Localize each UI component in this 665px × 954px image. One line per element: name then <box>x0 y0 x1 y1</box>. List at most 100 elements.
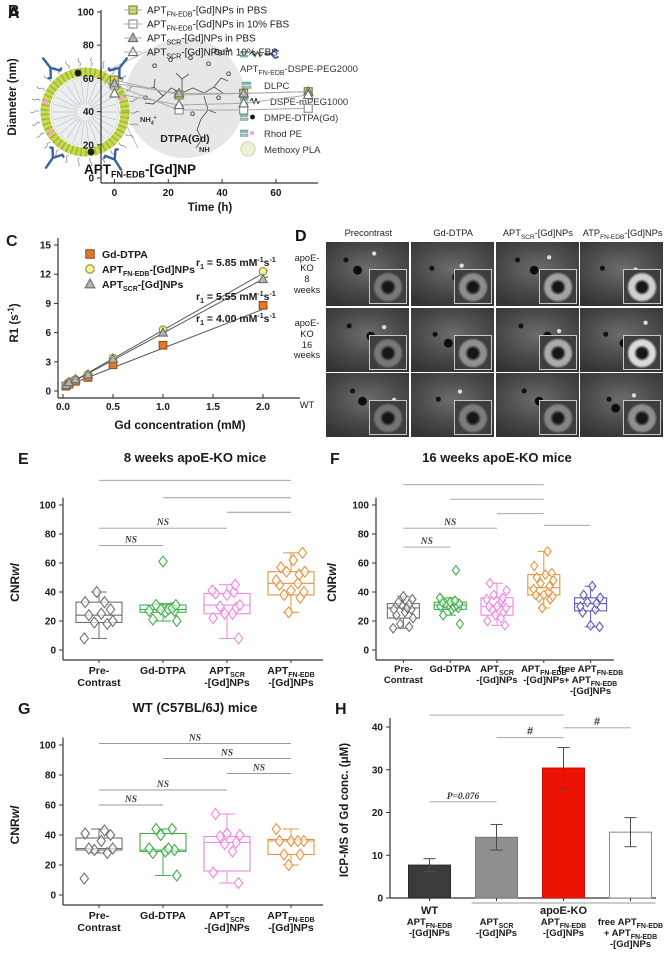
data-point <box>404 621 414 633</box>
data-point <box>151 598 161 612</box>
significance-label: NS <box>124 536 137 546</box>
mri-image-cell <box>326 242 409 306</box>
bar-label: APTFN-EDB <box>541 917 586 930</box>
mri-image-cell <box>580 242 664 306</box>
x-group-label: -[Gd]NPs <box>204 922 250 934</box>
mri-aorta-inset <box>623 400 662 436</box>
panel-f-cnr-16wk-chart: F 16 weeks apoE-KO mice 0 20 40 60 80 100 CNRwl P… <box>325 448 665 698</box>
panel-h-letter: H <box>335 701 347 718</box>
y-tick-label: 0 <box>88 174 94 185</box>
legend-item: Rhod PE <box>239 126 345 142</box>
y-tick-label: 20 <box>45 861 57 872</box>
data-point <box>233 876 244 890</box>
x-axis-label: Time (h) <box>188 202 233 214</box>
x-group-label: Contrast <box>384 675 424 686</box>
data-point <box>91 585 102 599</box>
x-group-label: Contrast <box>77 677 121 689</box>
x-group-label: Gd-DTPA <box>140 665 186 677</box>
data-point <box>394 596 403 608</box>
y-tick-label: 80 <box>45 771 57 782</box>
bar-label: + APTFN-EDB <box>604 928 657 941</box>
data-point <box>435 592 445 604</box>
data-point <box>586 619 595 631</box>
data-point <box>79 872 90 885</box>
data-point <box>547 567 557 579</box>
group-2 <box>203 578 251 645</box>
data-point <box>595 621 604 633</box>
mri-aorta-inset <box>453 269 492 304</box>
data-point <box>105 828 116 842</box>
y-tick-label: 0 <box>45 387 51 398</box>
x-tick-label: 2.0 <box>256 402 270 413</box>
legend-label: DSPE-mPEG1000 <box>270 96 349 108</box>
data-point <box>208 611 219 625</box>
y-axis-label: ICP-MS of Gd conc. (μM) <box>339 743 351 877</box>
data-point <box>483 615 492 627</box>
legend-item: Methoxy PLA <box>240 140 345 158</box>
data-point <box>210 807 221 821</box>
mri-col-header: Gd-DTPA <box>433 228 473 238</box>
y-tick-label: 30 <box>372 765 384 776</box>
panel-a-letter: A <box>8 5 20 22</box>
y-tick-label: 0 <box>50 646 56 657</box>
mri-aorta-inset <box>369 400 407 436</box>
group-0 <box>75 824 123 885</box>
triangle-marker <box>108 77 120 88</box>
y-tick-label: 60 <box>358 559 370 570</box>
x-group-label: Pre- <box>394 664 412 675</box>
svg-text:O: O <box>206 61 211 68</box>
bar-group-2 <box>542 747 585 899</box>
dtpa-structure-sketch <box>144 72 229 149</box>
bar-group-3 <box>609 817 652 899</box>
significance-label: NS <box>252 764 265 774</box>
pF-plot: F 16 weeks apoE-KO mice 0 20 40 60 80 100 CNRwl P… <box>325 450 623 697</box>
legend-label: APTFN-EDB-DSPE-PEG2000 <box>240 64 358 77</box>
triangle-marker <box>127 32 139 43</box>
data-point <box>532 571 542 584</box>
triangle-marker <box>107 353 119 363</box>
y-tick-label: 20 <box>83 140 95 151</box>
aptamer-icon <box>41 57 63 80</box>
data-point <box>222 827 232 840</box>
x-group-label: APTFN-EDB <box>267 665 314 679</box>
square-marker <box>258 301 268 310</box>
x-group-label: APTFN-EDB <box>521 664 566 677</box>
aptamer-icon <box>102 148 123 171</box>
data-point <box>529 560 539 572</box>
x-group-label: free APTFN-EDB <box>558 664 623 677</box>
mri-col-header: APTSCR-[Gd]NPs <box>502 228 573 241</box>
panel-c-relaxivity-chart: C 0 3 6 9 12 15 0.0 0.5 1.0 1.5 2.0 R1 (s-1) Gd conce… <box>0 228 335 446</box>
data-point <box>107 842 118 855</box>
data-point <box>89 616 100 629</box>
square-marker <box>85 249 95 259</box>
panel-h-icpms-chart: H 0 10 20 30 40 ICP-MS of Gd conc. (μM) APTFN-E… <box>332 698 665 950</box>
data-point <box>591 603 600 615</box>
panel-b-letter: B <box>8 3 20 20</box>
data-point <box>171 869 182 882</box>
svg-text:O: O <box>226 71 231 78</box>
x-group-label: Gd-DTPA <box>140 910 186 922</box>
y-tick-label: 60 <box>83 74 95 85</box>
data-point <box>231 836 242 849</box>
significance-label: P=0.076 <box>447 792 480 802</box>
y-axis-label: R1 (s-1) <box>7 303 21 342</box>
data-point <box>408 593 417 605</box>
bar-label: -[Gd]NPs <box>409 928 450 939</box>
bar-group-1 <box>475 823 518 899</box>
legend-item: APTFN-EDB-DSPE-PEG2000 <box>240 48 358 78</box>
data-point <box>234 828 245 842</box>
data-point <box>271 574 282 587</box>
significance-label: NS <box>156 780 169 790</box>
legend-entry: APTFN-EDB-[Gd]NPs in PBS <box>147 6 267 19</box>
x-group-label: + APTFN-EDB <box>564 675 617 688</box>
y-tick-label: 60 <box>45 801 57 812</box>
y-tick-label: 20 <box>358 617 370 628</box>
pG-plot: G WT (C57BL/6J) mice 0 20 40 60 80 100 CNRwl Pre-… <box>8 700 323 934</box>
x-tick-label: 1.0 <box>156 402 170 413</box>
group-0 <box>75 585 123 645</box>
bar-label: APTSCR <box>480 917 514 930</box>
data-point <box>541 569 550 581</box>
y-tick-label: 3 <box>45 357 51 368</box>
data-point <box>227 845 238 858</box>
x-tick-label: 0.0 <box>56 402 70 413</box>
